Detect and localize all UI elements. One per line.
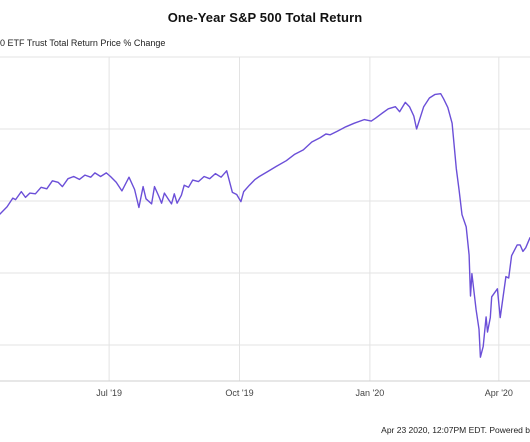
series-line: [0, 92, 530, 358]
x-tick-label: Oct '19: [225, 388, 253, 398]
chart-title: One-Year S&P 500 Total Return: [167, 10, 363, 25]
x-tick-label: Apr '20: [485, 388, 513, 398]
vertical-gridlines: [108, 57, 500, 381]
x-tick-labels: Jul '19 Oct '19 Jan '20 Apr '20: [96, 388, 513, 398]
series-group: [0, 92, 530, 358]
x-tick-label: Jan '20: [355, 388, 384, 398]
series-legend-label: 0 ETF Trust Total Return Price % Change: [0, 38, 166, 48]
footer-timestamp: Apr 23 2020, 12:07PM EDT. Powered b: [381, 425, 530, 435]
x-tick-label: Jul '19: [96, 388, 122, 398]
horizontal-gridlines: [0, 56, 530, 346]
